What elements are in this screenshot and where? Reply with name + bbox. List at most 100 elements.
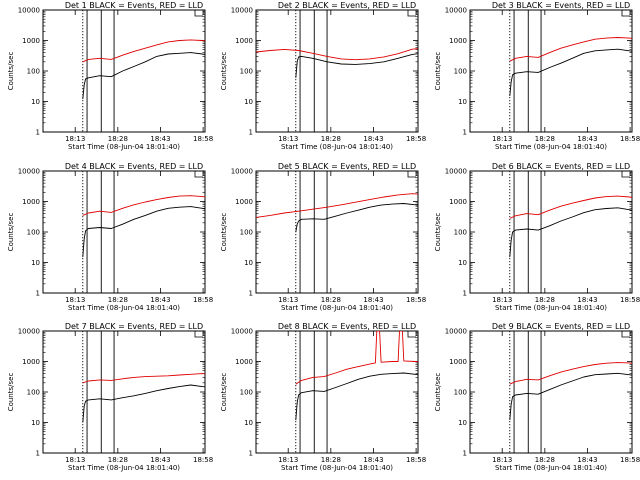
panel-3-ytick-label-3: 1000 xyxy=(449,37,467,45)
panel-4-series-red xyxy=(82,195,205,216)
panel-7-title: Det 7 BLACK = Events, RED = LLD xyxy=(65,322,203,331)
panel-1-series-red xyxy=(82,39,205,63)
panel-3-xtick-label-2: 18:43 xyxy=(577,135,597,143)
panel-2-ytick-label-1: 10 xyxy=(244,98,253,106)
panel-6-series-red xyxy=(509,195,632,219)
panel-5-xlabel: Start Time (08-Jun-04 18:01:40) xyxy=(281,304,393,312)
panel-3-xlabel: Start Time (08-Jun-04 18:01:40) xyxy=(495,143,607,151)
panel-3-ytick-label-0: 1 xyxy=(463,129,467,137)
panel-6-ytick-label-4: 10000 xyxy=(445,168,467,176)
panel-6-ylabel: Counts/sec xyxy=(434,213,442,252)
panel-2-xtick-label-3: 18:58 xyxy=(406,135,426,143)
panel-4-title: Det 4 BLACK = Events, RED = LLD xyxy=(65,162,203,171)
panel-3-xtick-label-0: 18:13 xyxy=(492,135,512,143)
panel-7-xtick-label-1: 18:28 xyxy=(108,456,128,464)
panel-7-xlabel: Start Time (08-Jun-04 18:01:40) xyxy=(68,464,180,472)
panel-9-xtick-label-2: 18:43 xyxy=(577,456,597,464)
panel-5-title: Det 5 BLACK = Events, RED = LLD xyxy=(278,162,416,171)
panel-1-xtick-label-3: 18:58 xyxy=(193,135,213,143)
panel-4-xtick-label-0: 18:13 xyxy=(65,296,85,304)
panel-9-xtick-label-0: 18:13 xyxy=(492,456,512,464)
panel-4-xtick-label-3: 18:58 xyxy=(193,296,213,304)
panel-2-ytick-label-2: 100 xyxy=(240,68,253,76)
panel-1-ytick-label-0: 1 xyxy=(36,129,40,137)
panel-1-xtick-label-1: 18:28 xyxy=(108,135,128,143)
panel-9: Det 9 BLACK = Events, RED = LLD 1 10 100 100… xyxy=(434,322,640,472)
panel-4-ytick-label-2: 100 xyxy=(27,229,40,237)
panel-6-ytick-label-3: 1000 xyxy=(449,198,467,206)
panel-3-ytick-label-4: 10000 xyxy=(445,7,467,15)
panel-2-ytick-label-4: 10000 xyxy=(231,7,253,15)
panel-7-corner-mark xyxy=(194,331,203,338)
panel-5-xtick-label-2: 18:43 xyxy=(363,296,383,304)
panel-6-xtick-label-3: 18:58 xyxy=(620,296,640,304)
panel-4-series-black xyxy=(82,206,205,258)
panel-9-ytick-label-1: 10 xyxy=(458,419,467,427)
panel-5-ytick-label-1: 10 xyxy=(244,259,253,267)
panel-5-corner-mark xyxy=(407,171,416,178)
panel-7-ylabel: Counts/sec xyxy=(7,373,15,412)
panel-3-corner-mark xyxy=(621,10,630,17)
panel-4-xlabel: Start Time (08-Jun-04 18:01:40) xyxy=(68,304,180,312)
panel-4: Det 4 BLACK = Events, RED = LLD 1 10 100 100… xyxy=(7,162,213,312)
panel-8-corner-mark xyxy=(407,331,416,338)
panel-7-ytick-label-0: 1 xyxy=(36,450,40,458)
panel-8-ytick-label-2: 100 xyxy=(240,389,253,397)
panel-8-title: Det 8 BLACK = Events, RED = LLD xyxy=(278,322,416,331)
panel-1-ytick-label-1: 10 xyxy=(31,98,40,106)
panel-9-ytick-label-3: 1000 xyxy=(449,358,467,366)
panel-2-xtick-label-2: 18:43 xyxy=(363,135,383,143)
panel-3-ytick-label-2: 100 xyxy=(454,68,467,76)
panel-2-corner-mark xyxy=(407,10,416,17)
panel-9-xtick-label-1: 18:28 xyxy=(535,456,555,464)
panel-8-series-red xyxy=(295,331,418,385)
panel-6-xlabel: Start Time (08-Jun-04 18:01:40) xyxy=(495,304,607,312)
panel-6: Det 6 BLACK = Events, RED = LLD 1 10 100 100… xyxy=(434,162,640,312)
panel-9-title: Det 9 BLACK = Events, RED = LLD xyxy=(492,322,630,331)
panel-7-ytick-label-2: 100 xyxy=(27,389,40,397)
panel-8-xtick-label-0: 18:13 xyxy=(278,456,298,464)
panel-9-ytick-label-0: 1 xyxy=(463,450,467,458)
panel-3-xtick-label-3: 18:58 xyxy=(620,135,640,143)
panel-3-series-black xyxy=(509,48,632,97)
panel-6-ytick-label-2: 100 xyxy=(454,229,467,237)
panel-2-series-black xyxy=(295,53,418,78)
panel-8-ytick-label-3: 1000 xyxy=(235,358,253,366)
panel-4-ytick-label-0: 1 xyxy=(36,290,40,298)
panel-1-xtick-label-2: 18:43 xyxy=(150,135,170,143)
panel-5-series-red xyxy=(256,193,418,218)
panel-8-ytick-label-1: 10 xyxy=(244,419,253,427)
panel-1-ytick-label-3: 1000 xyxy=(22,37,40,45)
panel-5-ytick-label-3: 1000 xyxy=(235,198,253,206)
panel-2-xlabel: Start Time (08-Jun-04 18:01:40) xyxy=(281,143,393,151)
panel-5-ytick-label-2: 100 xyxy=(240,229,253,237)
panel-8: Det 8 BLACK = Events, RED = LLD 1 10 100 100… xyxy=(220,322,426,472)
panel-3-ylabel: Counts/sec xyxy=(434,52,442,91)
panel-2-ylabel: Counts/sec xyxy=(220,52,228,91)
panel-7-xtick-label-2: 18:43 xyxy=(150,456,170,464)
panel-7-ytick-label-4: 10000 xyxy=(18,328,40,336)
panel-3-ytick-label-1: 10 xyxy=(458,98,467,106)
panel-1-ytick-label-2: 100 xyxy=(27,68,40,76)
panel-6-ytick-label-1: 10 xyxy=(458,259,467,267)
panel-1-xtick-label-0: 18:13 xyxy=(65,135,85,143)
panel-4-xtick-label-1: 18:28 xyxy=(108,296,128,304)
panel-9-xlabel: Start Time (08-Jun-04 18:01:40) xyxy=(495,464,607,472)
panel-1-ytick-label-4: 10000 xyxy=(18,7,40,15)
panel-1-ylabel: Counts/sec xyxy=(7,52,15,91)
panel-6-xtick-label-1: 18:28 xyxy=(535,296,555,304)
panel-1-xlabel: Start Time (08-Jun-04 18:01:40) xyxy=(68,143,180,151)
panel-6-corner-mark xyxy=(621,171,630,178)
panel-7-series-black xyxy=(82,384,205,423)
panel-3-xtick-label-1: 18:28 xyxy=(535,135,555,143)
panel-1-corner-mark xyxy=(194,10,203,17)
panel-4-ylabel: Counts/sec xyxy=(7,213,15,252)
panel-9-corner-mark xyxy=(621,331,630,338)
panel-8-series-black xyxy=(295,372,418,421)
panel-2-title: Det 2 BLACK = Events, RED = LLD xyxy=(278,1,416,10)
panel-5-xtick-label-3: 18:58 xyxy=(406,296,426,304)
panel-5-ylabel: Counts/sec xyxy=(220,213,228,252)
panel-1: Det 1 BLACK = Events, RED = LLD 1 10 100 100… xyxy=(7,1,213,151)
